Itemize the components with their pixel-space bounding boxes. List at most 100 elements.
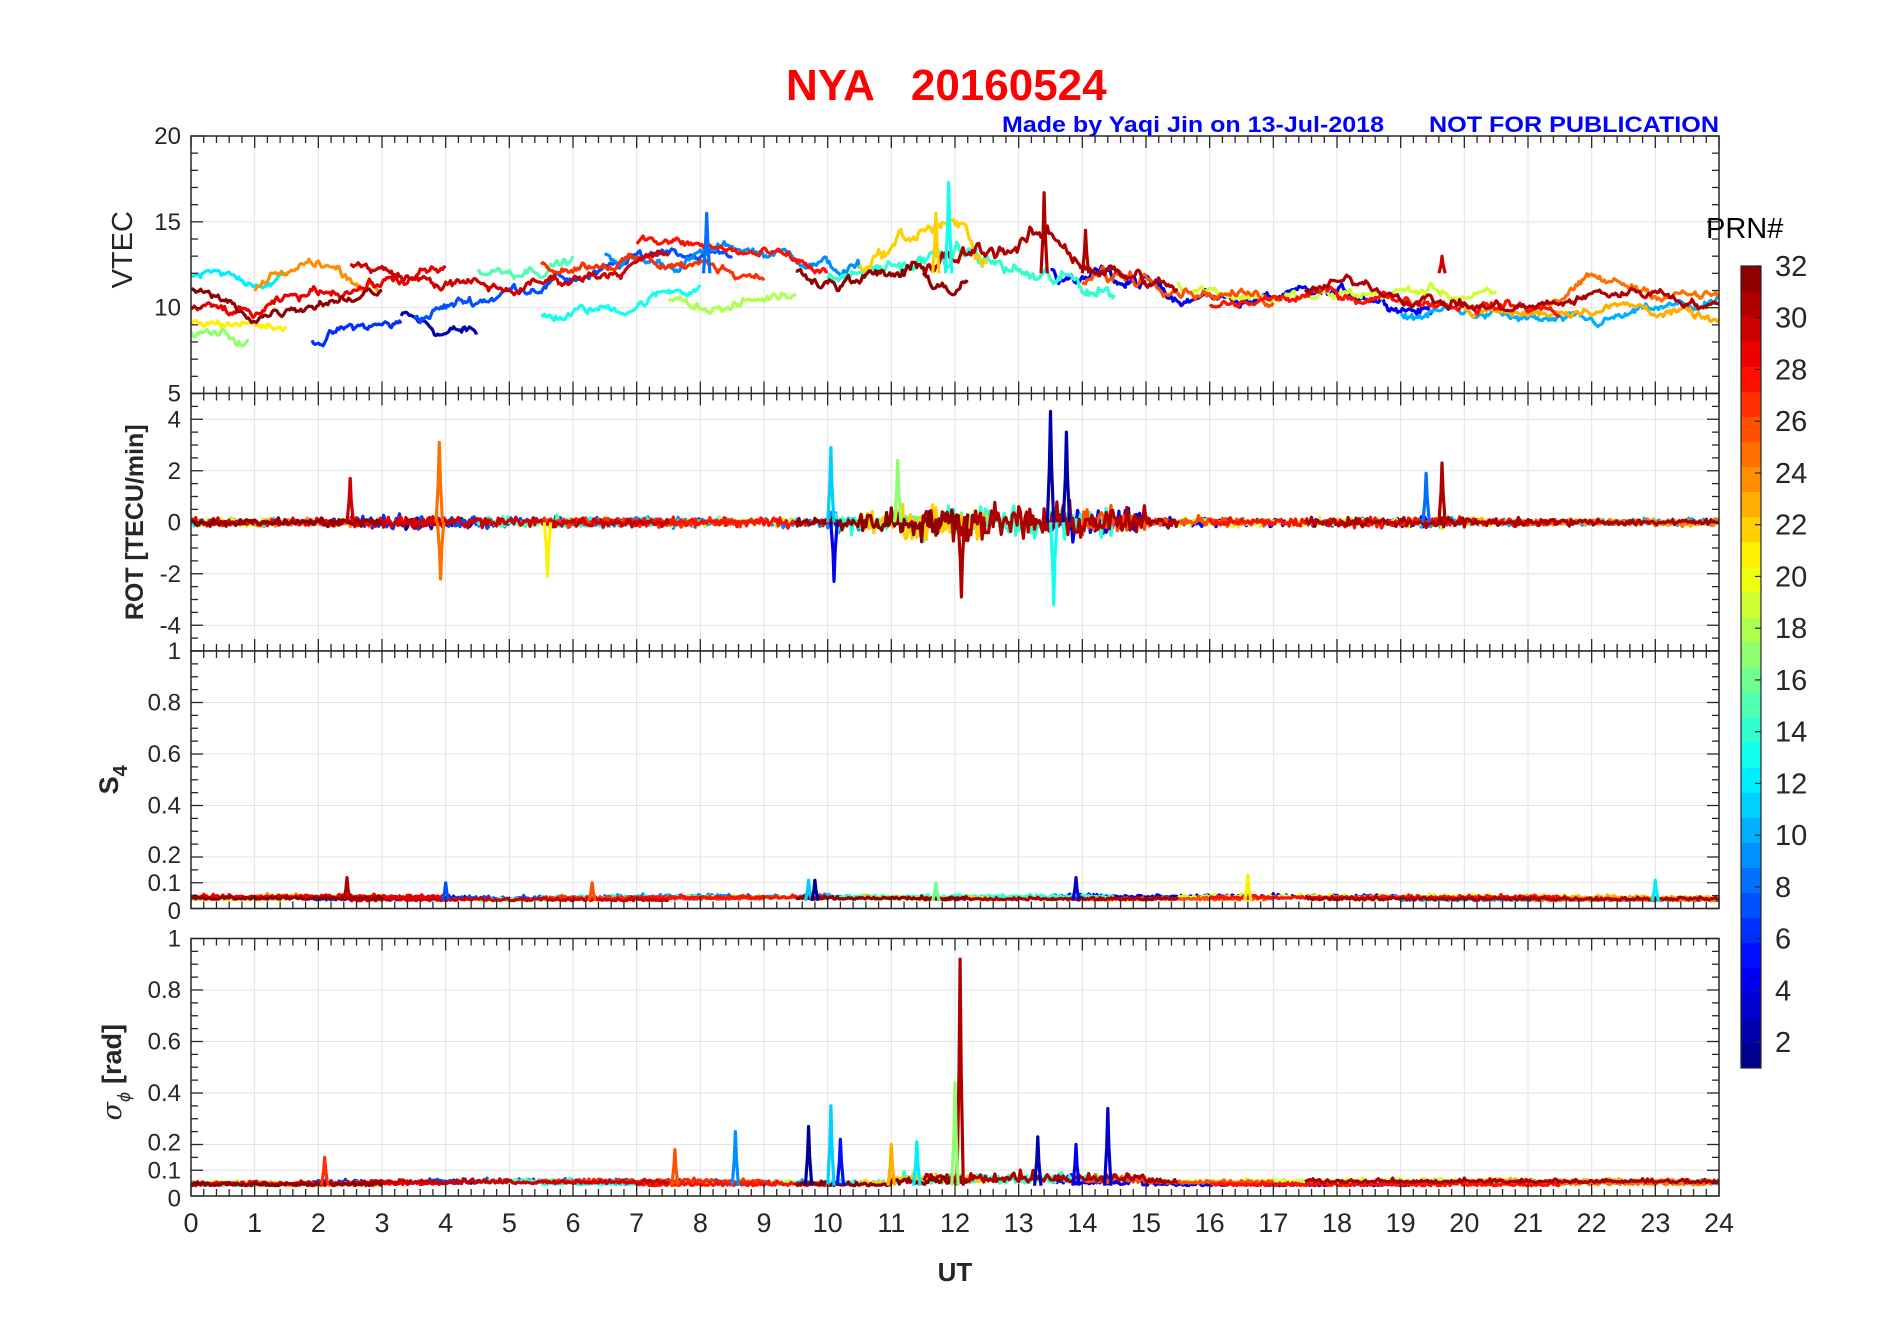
series-line-prn-31	[1304, 1176, 1719, 1185]
x-tick-label: 16	[1195, 1208, 1225, 1238]
x-tick-label: 0	[183, 1208, 198, 1238]
x-tick-label: 7	[629, 1208, 644, 1238]
colorbar-segment	[1741, 516, 1761, 543]
series-line-prn-25	[1526, 272, 1719, 312]
spike-prn-31	[1437, 461, 1447, 523]
colorbar-tick-label: 16	[1775, 665, 1807, 697]
spike-prn-5	[835, 1137, 846, 1186]
colorbar-tick-label: 24	[1775, 458, 1807, 490]
spike-prn-11	[826, 446, 836, 523]
colorbar-tick-label: 20	[1775, 561, 1807, 593]
colorbar-segment	[1741, 491, 1761, 518]
y-tick-label: 0.2	[148, 1129, 181, 1156]
spike-prn-30	[1437, 254, 1447, 274]
x-tick-label: 9	[756, 1208, 771, 1238]
colorbar-segment	[1741, 291, 1761, 317]
x-tick-label: 2	[311, 1208, 326, 1238]
spike-prn-31	[1080, 228, 1091, 274]
spike-prn-4	[1071, 1142, 1081, 1186]
colorbar-segment	[1741, 992, 1761, 1019]
y-axis-label: σϕ [rad]	[97, 1024, 134, 1120]
colorbar-segment	[1741, 867, 1761, 894]
panel-s4: 00.10.2 0.4 0.6 0.8 1 S4	[94, 638, 1720, 925]
spike-prn-31	[1039, 191, 1049, 274]
spike-prn-31	[956, 522, 967, 599]
colorbar-segment	[1741, 641, 1761, 668]
series-line-prn-21	[191, 318, 287, 333]
x-tick-label: 23	[1640, 1208, 1670, 1238]
x-tick-label: 19	[1386, 1208, 1416, 1238]
colorbar-segment	[1741, 742, 1761, 768]
y-axis-label: S4	[94, 764, 132, 794]
series-line-prn-30	[349, 249, 670, 297]
colorbar-tick-label: 10	[1775, 820, 1807, 852]
y-tick-label: 1	[168, 638, 181, 665]
y-label-sigma: σ	[97, 1100, 128, 1120]
series-line-prn-31	[921, 224, 1179, 293]
colorbar-segment	[1741, 416, 1761, 442]
colorbar-segment	[1741, 892, 1761, 919]
y-axis-label: ROT [TECU/min]	[121, 424, 149, 620]
x-tick-label: 8	[693, 1208, 708, 1238]
colorbar-segment	[1741, 1042, 1761, 1069]
y-label-subscript: 4	[110, 764, 132, 776]
series-line-prn-15	[476, 255, 575, 280]
spike-prn-23	[886, 1142, 897, 1186]
spike-prn-12	[1650, 878, 1661, 902]
x-tick-label: 4	[438, 1208, 453, 1238]
series-line-prn-27	[540, 252, 766, 282]
colorbar-segment	[1741, 792, 1761, 818]
y-tick-label: 0	[168, 1185, 181, 1212]
series-line-prn-32	[191, 1179, 384, 1188]
title-date: 20160524	[911, 61, 1107, 110]
series-group	[191, 180, 1719, 348]
colorbar-segment	[1741, 842, 1761, 868]
spike-prn-11	[803, 878, 814, 902]
y-tick-label: 0.8	[148, 977, 181, 1004]
spike-prn-2	[1061, 430, 1072, 523]
spike-prn-25	[434, 440, 445, 523]
y-tick-label: -2	[160, 561, 181, 588]
x-tick-label: 3	[374, 1208, 389, 1238]
spike-prn-13	[943, 180, 954, 274]
series-line-prn-31	[1303, 273, 1719, 313]
colorbar-segment	[1741, 366, 1761, 392]
colorbar-tick-label: 14	[1775, 717, 1807, 749]
spike-prn-2	[1045, 409, 1056, 523]
y-tick-label: -4	[160, 612, 181, 639]
colorbar-segment	[1741, 667, 1761, 693]
colorbar-segment	[1741, 266, 1761, 292]
colorbar-segment	[1741, 717, 1761, 743]
colorbar-segment	[1741, 1017, 1761, 1044]
series-line-prn-32	[191, 516, 384, 529]
y-tick-label: 0.8	[148, 690, 181, 717]
spike-prn-7	[440, 881, 451, 902]
spike-prn-4	[829, 522, 839, 584]
y-tick-label: 4	[168, 406, 181, 433]
colorbar-segment	[1741, 441, 1761, 467]
spike-prn-8	[1421, 471, 1431, 523]
spike-prn-31	[955, 957, 965, 1186]
colorbar-segment	[1741, 541, 1761, 568]
series-line-prn-6	[310, 319, 403, 348]
colorbar-tick-label: 30	[1775, 303, 1807, 335]
colorbar-segment	[1741, 316, 1761, 342]
x-tick-label: 1	[247, 1208, 262, 1238]
spike-prn-21	[1243, 873, 1253, 902]
spike-prn-30	[345, 476, 355, 523]
series-line-prn-17	[191, 327, 250, 348]
colorbar-segment	[1741, 616, 1761, 643]
spike-prn-26	[587, 881, 597, 902]
colorbar-frame	[1740, 265, 1762, 1069]
spike-prn-1	[810, 878, 820, 902]
series-line-prn-13	[541, 283, 702, 323]
series-line-prn-9	[603, 240, 862, 277]
spike-prn-11	[826, 1104, 836, 1186]
panel-rot: -4 -2 0 2 4 ROT [TECU/min]	[121, 392, 1720, 652]
x-tick-label: 22	[1577, 1208, 1607, 1238]
y-tick-label: 0	[168, 898, 181, 925]
colorbar-tick-label: 28	[1775, 354, 1807, 386]
spike-prn-17	[950, 1081, 960, 1186]
colorbar-segment	[1741, 566, 1761, 593]
